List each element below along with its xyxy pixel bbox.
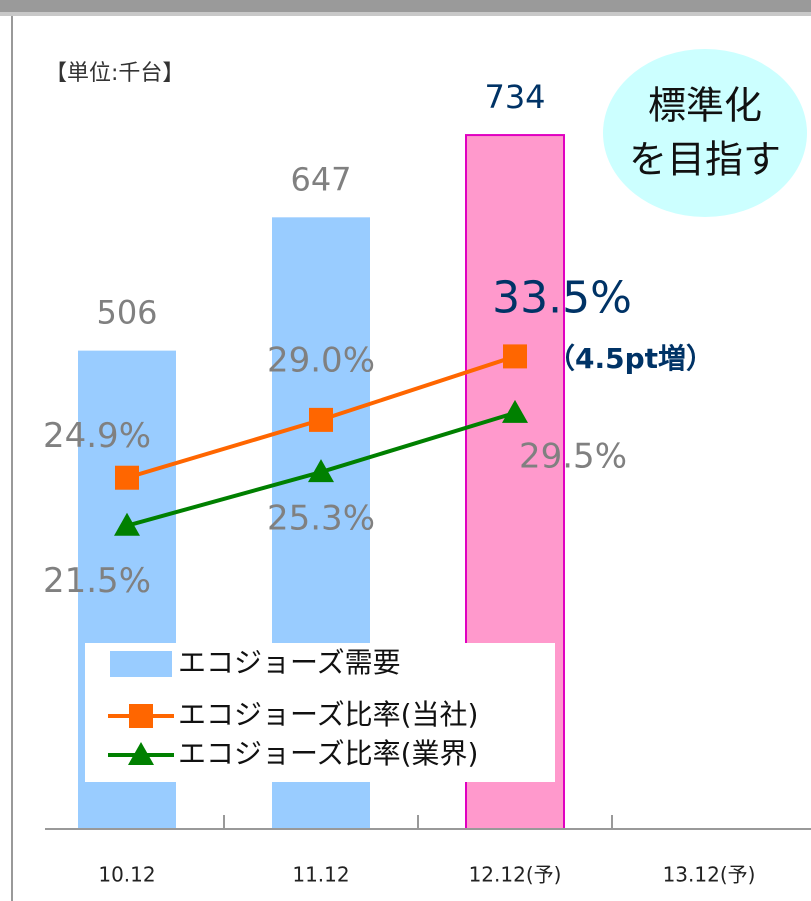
line-value-label: 29.0% <box>267 340 375 380</box>
x-tick-label: 11.12 <box>292 863 349 887</box>
top-band <box>0 0 811 12</box>
bar-value-label: 506 <box>96 294 157 332</box>
legend-swatch <box>110 651 172 677</box>
line-value-label: 21.5% <box>43 561 151 601</box>
x-tick-label: 13.12(予) <box>663 863 756 887</box>
x-tick-label: 12.12(予) <box>469 863 562 887</box>
line-marker <box>115 465 139 490</box>
legend-label: エコジョーズ需要 <box>178 646 401 679</box>
line-value-label: 33.5% <box>492 272 632 323</box>
bubble-text: 標準化 <box>648 84 762 128</box>
bubble-text: を目指す <box>629 138 781 182</box>
line-value-label: 29.5% <box>519 436 627 476</box>
legend-label: エコジョーズ比率(業界) <box>178 737 478 770</box>
bar-value-label: 734 <box>484 78 545 116</box>
legend-label: エコジョーズ比率(当社) <box>178 698 478 731</box>
unit-label: 【単位:千台】 <box>45 61 184 86</box>
line-marker <box>502 399 528 423</box>
line-marker <box>114 512 140 536</box>
bubble <box>603 49 807 217</box>
line-value-label: 24.9% <box>43 416 151 456</box>
line-marker <box>308 459 334 483</box>
bar-value-label: 647 <box>290 160 351 198</box>
line-value-label: 25.3% <box>267 499 375 539</box>
legend-marker <box>128 742 154 765</box>
legend-marker <box>129 704 153 728</box>
line-marker <box>503 344 527 369</box>
line-marker <box>309 407 333 432</box>
top-band-shade <box>0 12 811 16</box>
annotation: （4.5pt増） <box>547 342 714 375</box>
x-tick-label: 10.12 <box>98 863 155 887</box>
